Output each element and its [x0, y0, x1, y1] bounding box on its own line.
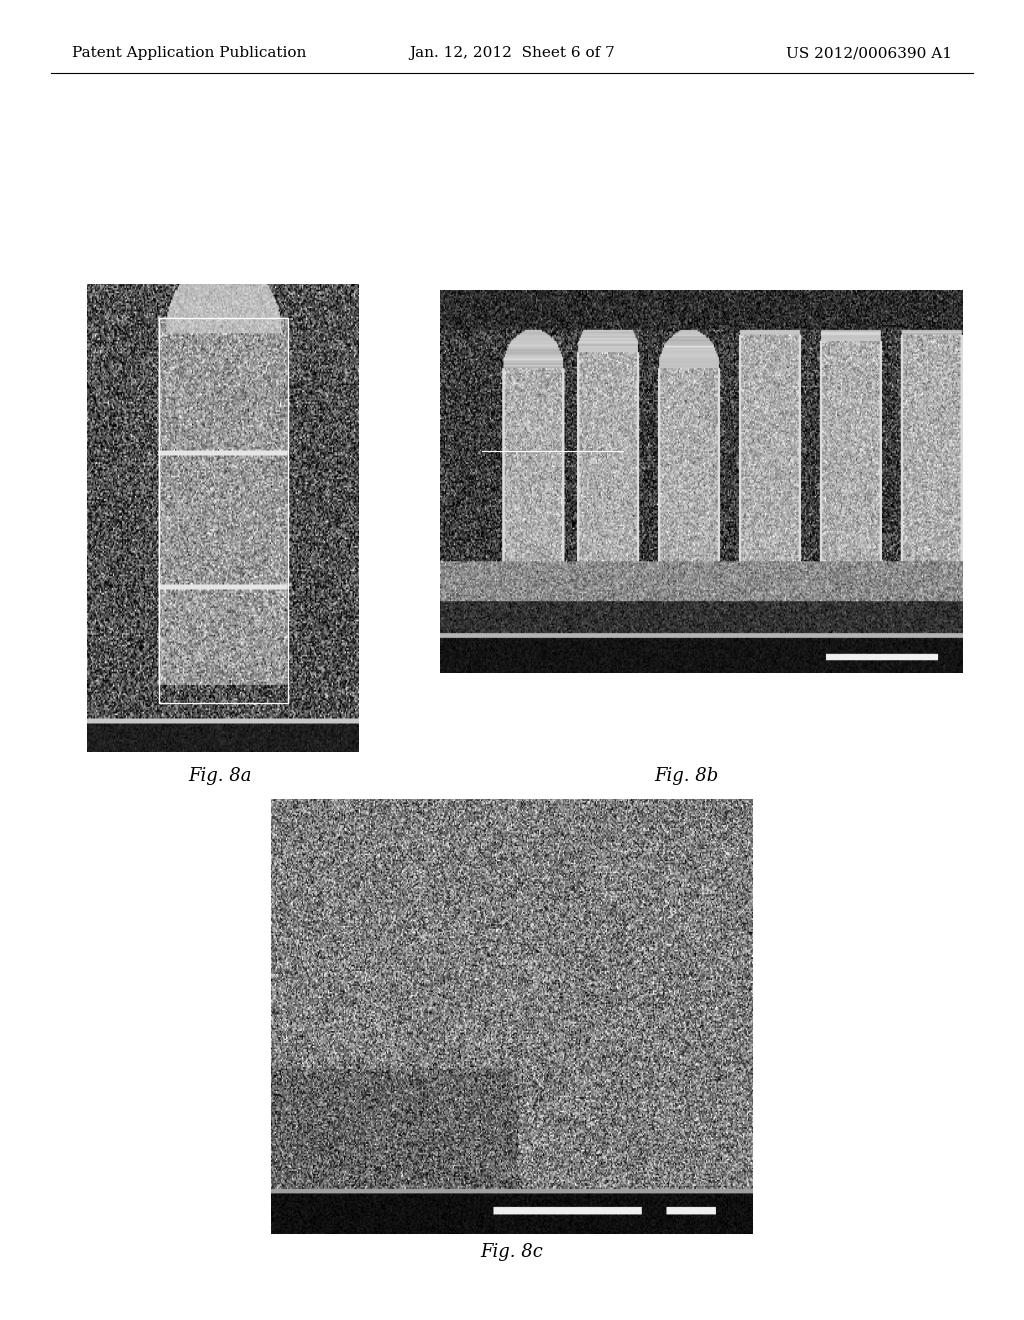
Text: US 2012/0006390 A1: US 2012/0006390 A1	[786, 46, 952, 61]
Text: Jan. 12, 2012  Sheet 6 of 7: Jan. 12, 2012 Sheet 6 of 7	[410, 46, 614, 61]
Text: Fig. 8c: Fig. 8c	[480, 1242, 544, 1261]
Text: Patent Application Publication: Patent Application Publication	[72, 46, 306, 61]
Text: Fig. 8a: Fig. 8a	[188, 767, 252, 785]
Text: Fig. 8b: Fig. 8b	[654, 767, 718, 785]
Bar	[159, 318, 288, 704]
